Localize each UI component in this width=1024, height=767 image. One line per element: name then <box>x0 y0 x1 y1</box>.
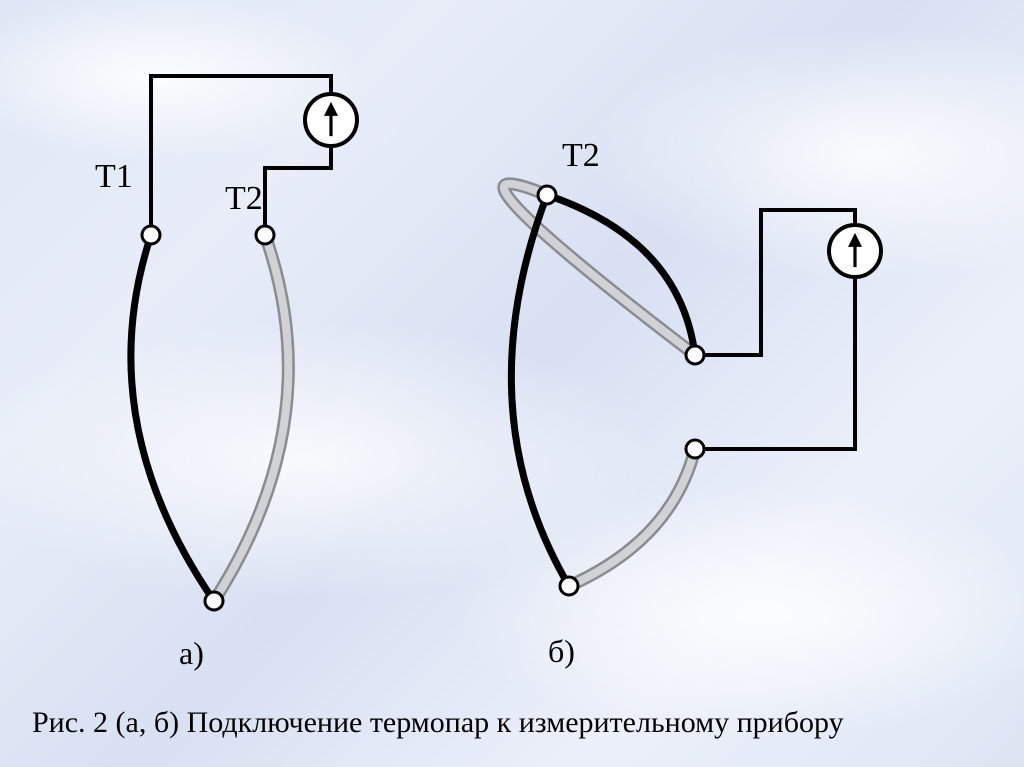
label-t2-left: Т2 <box>225 180 263 218</box>
thermocouple-diagram-svg <box>0 0 1024 767</box>
label-t1: Т1 <box>95 158 133 196</box>
label-t2-right: Т2 <box>562 137 600 175</box>
figure-caption: Рис. 2 (а, б) Подключение термопар к изм… <box>32 706 844 740</box>
sublabel-a: а) <box>179 635 204 672</box>
sublabel-b: б) <box>548 633 575 670</box>
